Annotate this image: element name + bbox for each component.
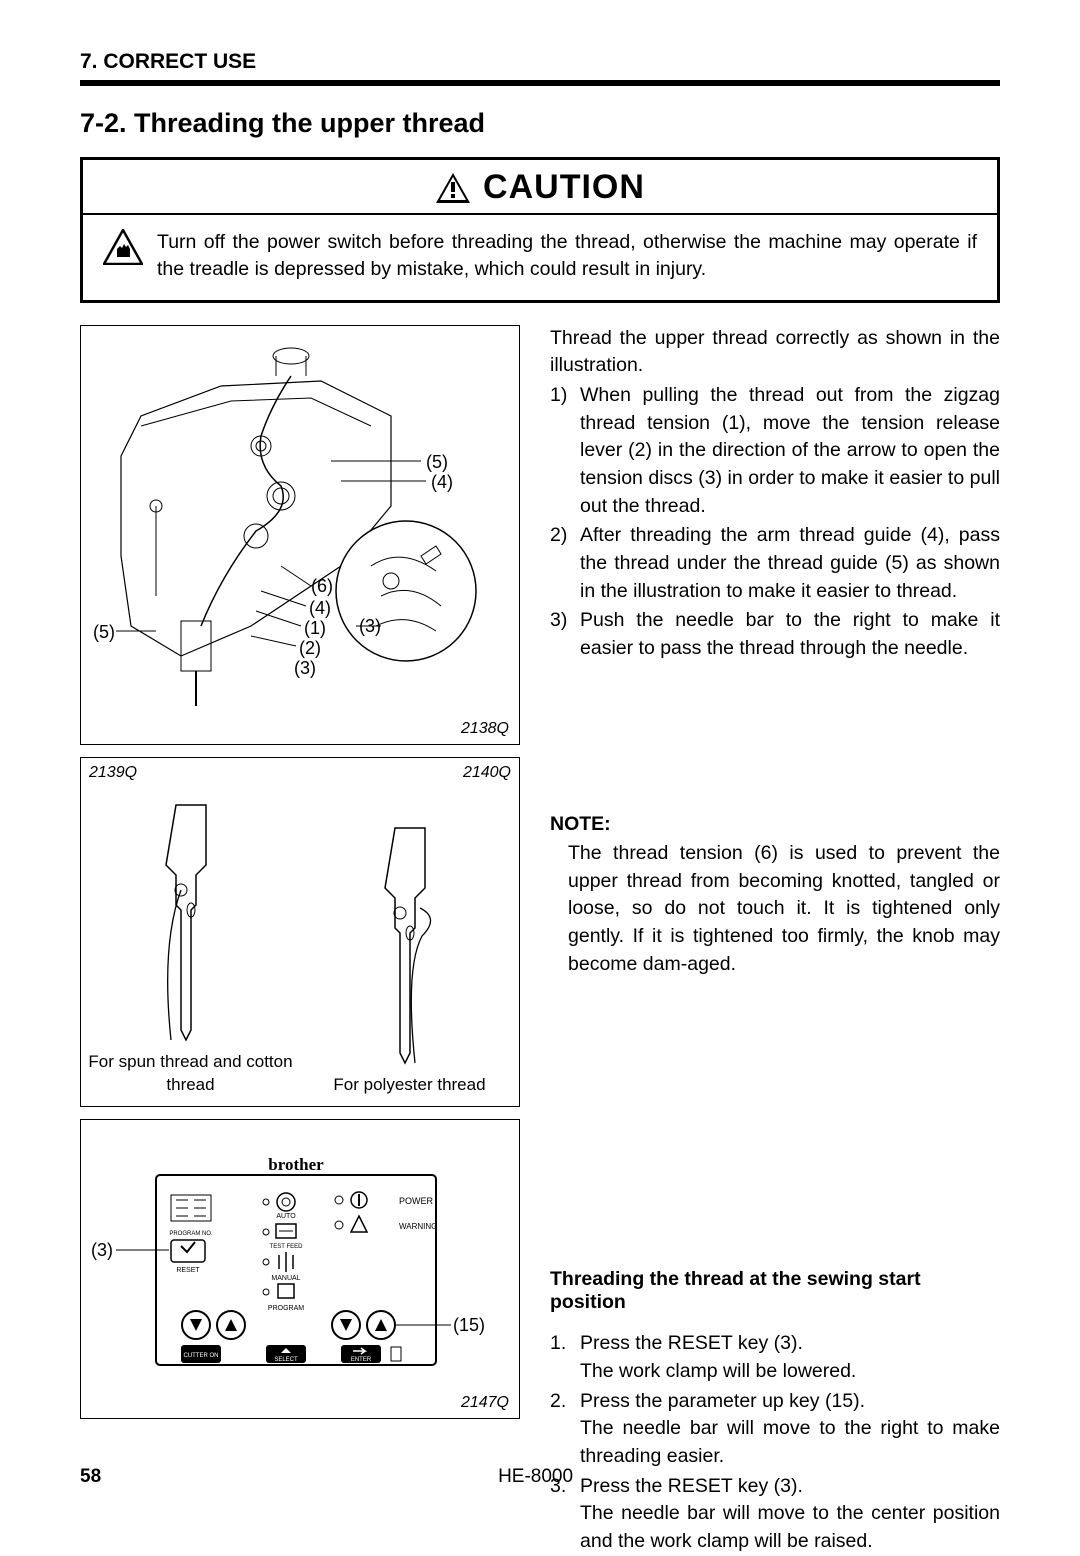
step-item: 2)After threading the arm thread guide (… xyxy=(550,522,1000,605)
step-item: 1)When pulling the thread out from the z… xyxy=(550,382,1000,520)
model-number: HE-8000 xyxy=(498,1466,573,1488)
svg-text:SELECT: SELECT xyxy=(274,1357,298,1363)
callout-3: (3) xyxy=(294,658,316,679)
hand-warning-icon xyxy=(103,229,143,265)
callout-3b: (3) xyxy=(359,616,381,637)
start-step-item: 2.Press the parameter up key (15).The ne… xyxy=(550,1388,1000,1471)
figure-spun-cotton: 2139Q For spun thread and cotton thread xyxy=(81,758,300,1106)
figure-code-r: 2140Q xyxy=(463,764,511,782)
start-steps: 1.Press the RESET key (3).The work clamp… xyxy=(550,1330,1000,1556)
note-label: NOTE: xyxy=(550,813,1000,836)
page-number: 58 xyxy=(80,1466,101,1488)
section-header: 7. CORRECT USE xyxy=(80,50,1000,86)
figure-needle-variants: 2139Q For spun thread and cotton thread … xyxy=(80,757,520,1107)
threading-diagram-svg xyxy=(81,326,519,744)
start-heading: Threading the thread at the sewing start… xyxy=(550,1268,1000,1314)
figure-code-bot: 2147Q xyxy=(461,1394,509,1412)
callout-6: (6) xyxy=(311,576,333,597)
power-label: POWER xyxy=(399,1196,434,1206)
figure-control-panel: brother PROGRAM NO. RESET AUTO TEST FEED xyxy=(80,1119,520,1419)
needle-spun-svg xyxy=(131,795,251,1045)
manual-label: MANUAL xyxy=(271,1275,300,1282)
auto-label: AUTO xyxy=(276,1213,296,1220)
caption-spun: For spun thread and cotton thread xyxy=(81,1051,300,1095)
steps-list: 1)When pulling the thread out from the z… xyxy=(550,382,1000,663)
caution-header: CAUTION xyxy=(83,160,997,215)
intro-text: Thread the upper thread correctly as sho… xyxy=(550,325,1000,380)
callout-5b: (5) xyxy=(93,622,115,643)
program-label: PROGRAM xyxy=(268,1305,304,1312)
callout-5: (5) xyxy=(426,452,448,473)
warning-label: WARNING xyxy=(399,1222,437,1231)
callout-panel-15: (15) xyxy=(453,1315,485,1336)
testfeed-label: TEST FEED xyxy=(270,1244,304,1250)
callout-4: (4) xyxy=(431,472,453,493)
figure-polyester: 2140Q For polyester thread xyxy=(300,758,519,1106)
note-text: The thread tension (6) is used to preven… xyxy=(550,840,1000,978)
brand-label: brother xyxy=(268,1155,324,1174)
caution-text: Turn off the power switch before threadi… xyxy=(157,229,977,284)
warning-triangle-icon xyxy=(435,172,471,204)
start-step-item: 1.Press the RESET key (3).The work clamp… xyxy=(550,1330,1000,1385)
svg-text:ENTER: ENTER xyxy=(351,1357,372,1363)
figure-threading-main: (5) (4) (6) (4) (1) (2) (3) (5) (3) 2138… xyxy=(80,325,520,745)
step-item: 3)Push the needle bar to the right to ma… xyxy=(550,607,1000,662)
figure-code-l: 2139Q xyxy=(89,764,137,782)
control-panel-svg: brother PROGRAM NO. RESET AUTO TEST FEED xyxy=(81,1120,519,1418)
callout-panel-3: (3) xyxy=(91,1240,113,1261)
caption-poly: For polyester thread xyxy=(333,1074,485,1096)
progno-label: PROGRAM NO. xyxy=(169,1231,213,1237)
figure-code: 2138Q xyxy=(461,720,509,738)
callout-2: (2) xyxy=(299,638,321,659)
reset-label: RESET xyxy=(176,1267,200,1274)
caution-box: CAUTION Turn off the power switch before… xyxy=(80,157,1000,303)
callout-4b: (4) xyxy=(309,598,331,619)
callout-1: (1) xyxy=(304,618,326,639)
subsection-title: 7-2. Threading the upper thread xyxy=(80,108,1000,139)
page-footer: 58 HE-8000 xyxy=(80,1466,1000,1488)
svg-text:CUTTER ON: CUTTER ON xyxy=(184,1353,219,1359)
caution-title: CAUTION xyxy=(483,168,645,207)
caution-body: Turn off the power switch before threadi… xyxy=(83,215,997,300)
needle-poly-svg xyxy=(350,818,470,1068)
